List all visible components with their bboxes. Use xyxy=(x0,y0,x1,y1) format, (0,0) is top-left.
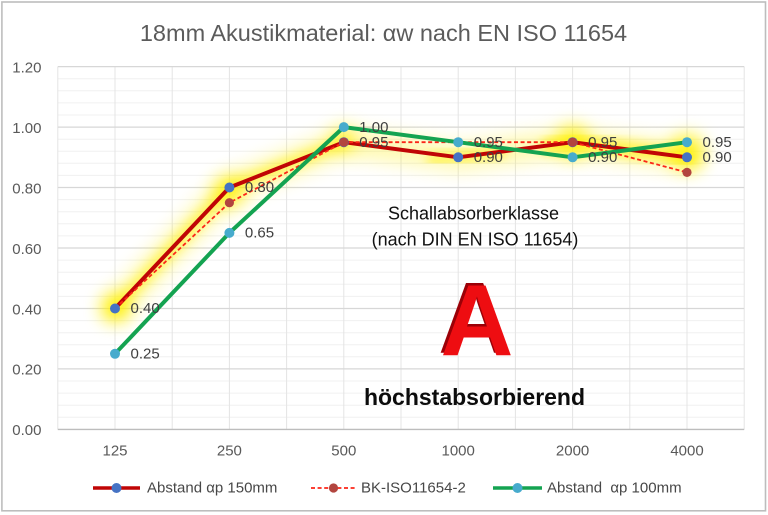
svg-text:1.00: 1.00 xyxy=(359,119,388,136)
svg-text:Schallabsorberklasse: Schallabsorberklasse xyxy=(388,204,559,224)
svg-text:0.20: 0.20 xyxy=(12,362,41,379)
svg-text:1000: 1000 xyxy=(442,443,475,460)
svg-text:höchstabsorbierend: höchstabsorbierend xyxy=(364,384,585,410)
svg-text:0.25: 0.25 xyxy=(131,346,160,363)
svg-text:0.90: 0.90 xyxy=(703,149,732,166)
svg-text:250: 250 xyxy=(217,443,242,460)
svg-text:2000: 2000 xyxy=(556,443,589,460)
svg-text:125: 125 xyxy=(102,443,127,460)
svg-text:18mm Akustikmaterial: αw nach: 18mm Akustikmaterial: αw nach EN ISO 116… xyxy=(140,20,627,46)
svg-text:0.95: 0.95 xyxy=(359,134,388,151)
svg-text:A: A xyxy=(441,265,514,377)
svg-text:(nach DIN EN ISO 11654): (nach DIN EN ISO 11654) xyxy=(372,230,579,250)
svg-text:0.95: 0.95 xyxy=(588,134,617,151)
svg-text:0.95: 0.95 xyxy=(474,134,503,151)
svg-text:BK-ISO11654-2: BK-ISO11654-2 xyxy=(361,480,466,497)
svg-text:500: 500 xyxy=(331,443,356,460)
svg-text:0.40: 0.40 xyxy=(12,301,41,318)
svg-text:0.65: 0.65 xyxy=(245,225,274,242)
svg-text:Abstand αp 100mm: Abstand αp 100mm xyxy=(547,480,682,497)
svg-text:4000: 4000 xyxy=(670,443,703,460)
svg-text:0.00: 0.00 xyxy=(12,422,41,439)
svg-text:0.95: 0.95 xyxy=(703,134,732,151)
svg-text:0.60: 0.60 xyxy=(12,241,41,258)
svg-text:A: A xyxy=(438,263,511,375)
svg-text:Abstand αp 150mm: Abstand αp 150mm xyxy=(147,480,277,497)
svg-text:1.00: 1.00 xyxy=(12,120,41,137)
svg-text:1.20: 1.20 xyxy=(12,59,41,76)
svg-text:0.90: 0.90 xyxy=(474,149,503,166)
svg-text:0.80: 0.80 xyxy=(12,180,41,197)
svg-text:0.80: 0.80 xyxy=(245,179,274,196)
svg-text:0.40: 0.40 xyxy=(131,300,160,317)
svg-text:0.90: 0.90 xyxy=(588,149,617,166)
